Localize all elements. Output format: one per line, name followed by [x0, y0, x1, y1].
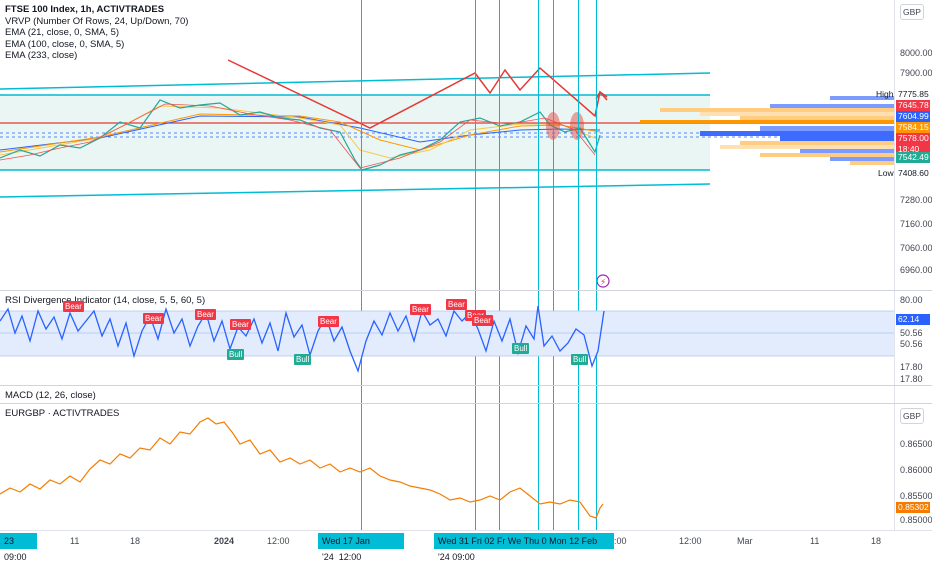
vertical-marker-3[interactable] [499, 0, 500, 530]
bear-signal: Bear [195, 309, 216, 320]
time-tick: 12:00 [679, 536, 702, 546]
bull-signal: Bull [294, 354, 312, 365]
svg-text:⚡: ⚡ [600, 278, 606, 288]
price-line-down [0, 103, 596, 169]
main-legend: FTSE 100 Index, 1h, ACTIVTRADES VRVP (Nu… [5, 4, 188, 62]
rsi-tick: 17.80 [900, 374, 923, 384]
rsi-tick: 17.80 [900, 362, 923, 372]
channel-band [0, 95, 710, 170]
price-tick: 8000.00 [900, 48, 932, 58]
macd-legend[interactable]: MACD (12, 26, close) [5, 390, 96, 401]
vertical-marker-6[interactable] [578, 0, 579, 530]
rsi-line [0, 305, 605, 374]
low-value: 7408.60 [896, 168, 930, 179]
eurgbp-currency-selector[interactable]: GBP [900, 408, 924, 424]
symbol-title[interactable]: FTSE 100 Index, 1h, ACTIVTRADES [5, 4, 165, 15]
countdown-badge: 18:40 [896, 144, 930, 155]
bear-signal: Bear [318, 316, 339, 327]
time-tick-year: 2024 [214, 536, 235, 546]
bull-signal: Bull [227, 349, 245, 360]
price-badge-orange: 7584.15 [896, 122, 930, 133]
indicator-ema-233[interactable]: EMA (233, close) [5, 50, 78, 61]
channel-line-lower-outer [0, 183, 711, 198]
price-badge-red: 7645.78 [896, 100, 930, 111]
ema-100-line [0, 113, 601, 153]
arrow-head-2 [599, 91, 608, 98]
volume-profile [640, 96, 894, 165]
eurgbp-line [0, 417, 604, 519]
ema-21-line [0, 105, 601, 159]
trend-drawing [227, 59, 608, 129]
time-tick: 18 [871, 536, 882, 546]
rsi-legend[interactable]: RSI Divergence Indicator (14, close, 5, … [5, 295, 206, 306]
price-axis[interactable] [894, 0, 932, 530]
price-tick: 7060.00 [900, 243, 932, 253]
price-tick: 7900.00 [900, 68, 932, 78]
eurgbp-tick: 0.86500 [900, 439, 932, 449]
high-value: 7775.85 [896, 89, 930, 100]
indicator-ema-21[interactable]: EMA (21, close, 0, SMA, 5) [5, 27, 120, 38]
vertical-marker-4[interactable] [538, 0, 539, 530]
time-crosshair-label: 23 09:00 [0, 533, 37, 562]
pane-separator[interactable] [0, 403, 932, 404]
indicator-ema-100[interactable]: EMA (100, close, 0, SMA, 5) [5, 38, 125, 50]
time-highlight-range-2: Wed 31 Fri 02 Fr We Thu 0 Mon 12 Feb '24… [434, 533, 614, 562]
vertical-marker-1[interactable] [361, 0, 362, 530]
price-badge-green: 7542.49 [896, 152, 930, 163]
rsi-tick: 80.00 [900, 295, 923, 305]
time-tick: Mar [737, 536, 753, 546]
channel-line-upper-outer [0, 72, 711, 90]
bear-signal: Bear [63, 301, 84, 312]
bull-signal: Bull [512, 343, 530, 354]
bear-signal: Bear [446, 299, 467, 310]
time-tick: 12:00 [267, 536, 290, 546]
low-label: Low [878, 168, 894, 178]
highlight-ellipse-2 [570, 112, 584, 140]
price-tick: 7160.00 [900, 219, 932, 229]
time-tick: 18 [130, 536, 141, 546]
lightning-icon [596, 274, 610, 288]
bear-signal: Bear [410, 304, 431, 315]
rsi-tick: 50.56 [900, 339, 923, 349]
rsi-current-badge: 62.14 [896, 314, 930, 325]
bull-signal: Bull [571, 354, 589, 365]
eurgbp-tick: 0.85500 [900, 491, 932, 501]
eurgbp-pane[interactable] [0, 404, 894, 530]
pane-separator[interactable] [0, 290, 932, 291]
time-tick: :00 [614, 536, 627, 546]
price-tick: 6960.00 [900, 265, 932, 275]
current-price-badge: 7578.00 [896, 133, 930, 144]
time-highlight-range-1: Wed 17 Jan '24 12:00 [318, 533, 404, 562]
pane-separator[interactable] [0, 385, 932, 386]
bear-signal: Bear [143, 313, 164, 324]
price-pane[interactable]: ⚡ [0, 0, 894, 290]
vertical-marker-2[interactable] [475, 0, 476, 530]
eurgbp-tick: 0.85000 [900, 515, 932, 525]
price-tick: 7280.00 [900, 195, 932, 205]
time-axis[interactable]: 23 09:00 11 18 2024 12:00 Wed 17 Jan '24… [0, 530, 932, 562]
vertical-marker-7[interactable] [596, 0, 597, 530]
eurgbp-tick: 0.86000 [900, 465, 932, 475]
time-tick: 11 [810, 536, 820, 546]
bear-signal: Bear [230, 319, 251, 330]
bear-signal: Bear [472, 315, 493, 326]
eurgbp-legend[interactable]: EURGBP · ACTIVTRADES [5, 408, 120, 419]
vertical-marker-5[interactable] [553, 0, 554, 530]
ema-233-line [0, 115, 601, 151]
eurgbp-current-badge: 0.85302 [896, 502, 930, 513]
price-badge-blue: 7604.99 [896, 111, 930, 122]
indicator-vrvp[interactable]: VRVP (Number Of Rows, 24, Up/Down, 70) [5, 15, 189, 27]
currency-selector[interactable]: GBP [900, 4, 924, 20]
rsi-tick: 50.56 [900, 328, 923, 338]
time-tick: 11 [70, 536, 80, 546]
high-label: High [876, 89, 894, 99]
